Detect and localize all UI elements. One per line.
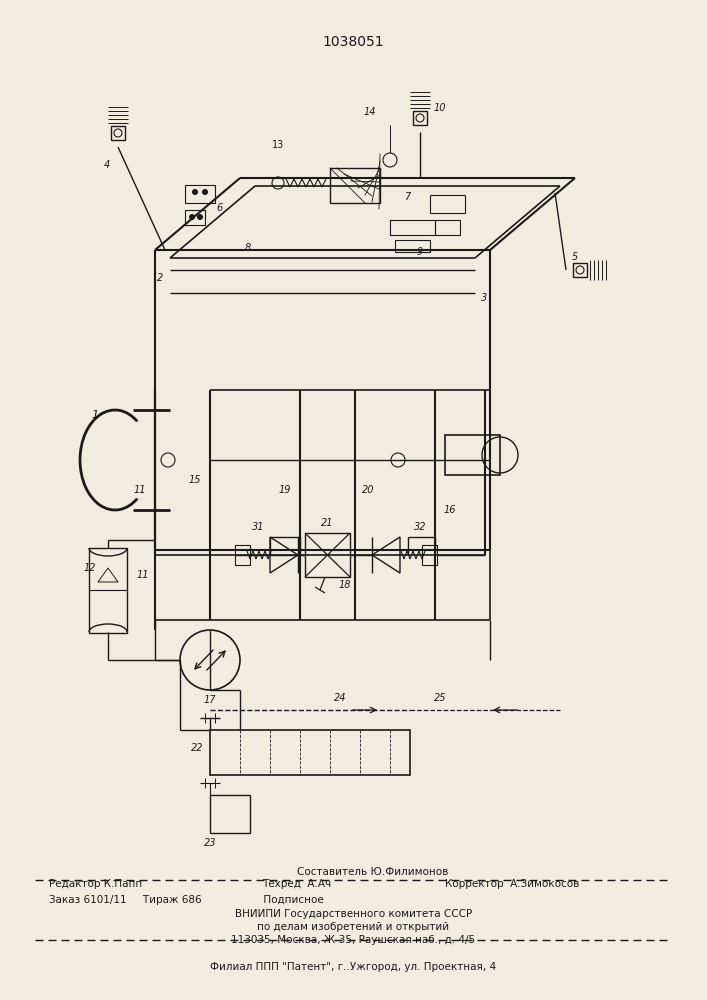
Bar — [235, 545, 250, 565]
Text: 5: 5 — [572, 252, 578, 262]
Bar — [430, 195, 465, 213]
Bar — [185, 185, 215, 203]
Text: 6: 6 — [217, 203, 223, 213]
Bar — [573, 263, 587, 277]
Text: 24: 24 — [334, 693, 346, 703]
Text: 15: 15 — [189, 475, 201, 485]
Text: 25: 25 — [434, 693, 446, 703]
Bar — [395, 240, 430, 252]
Text: 17: 17 — [204, 695, 216, 705]
Text: 113035, Москва, Ж-35, Раушская наб., д. 4/5: 113035, Москва, Ж-35, Раушская наб., д. … — [231, 935, 476, 945]
Bar — [210, 730, 410, 775]
Text: 9: 9 — [417, 247, 423, 257]
Text: Заказ 6101/11     Тираж 686                   Подписное: Заказ 6101/11 Тираж 686 Подписное — [49, 895, 325, 905]
Text: 7: 7 — [404, 192, 410, 202]
Text: 1038051: 1038051 — [322, 35, 384, 49]
Text: 19: 19 — [279, 485, 291, 495]
Bar — [185, 210, 205, 225]
Text: 13: 13 — [272, 140, 284, 150]
Bar — [89, 548, 127, 633]
Circle shape — [202, 190, 207, 194]
Bar — [435, 220, 460, 235]
Text: 4: 4 — [104, 160, 110, 170]
Bar — [390, 220, 435, 235]
Text: 8: 8 — [245, 243, 251, 253]
Circle shape — [189, 215, 194, 220]
Circle shape — [192, 190, 197, 194]
Text: 18: 18 — [339, 580, 351, 590]
Text: 32: 32 — [414, 522, 426, 532]
Text: Филиал ППП "Патент", г..Ужгород, ул. Проектная, 4: Филиал ППП "Патент", г..Ужгород, ул. Про… — [211, 962, 496, 972]
Text: 14: 14 — [363, 107, 376, 117]
Text: 21: 21 — [321, 518, 333, 528]
Bar — [422, 545, 437, 565]
Circle shape — [197, 215, 202, 220]
Bar — [111, 126, 125, 140]
Bar — [210, 795, 250, 833]
Text: 20: 20 — [362, 485, 374, 495]
Text: 11: 11 — [134, 485, 146, 495]
Text: Техред  А.Ач: Техред А.Ач — [262, 879, 331, 889]
Bar — [305, 533, 350, 577]
Text: 3: 3 — [481, 293, 487, 303]
Text: 16: 16 — [444, 505, 456, 515]
Text: 31: 31 — [252, 522, 264, 532]
Text: Корректор  А.Зимокосов: Корректор А.Зимокосов — [445, 879, 580, 889]
Text: 12: 12 — [83, 563, 96, 573]
Text: 11: 11 — [136, 570, 149, 580]
Text: ВНИИПИ Государственного комитета СССР: ВНИИПИ Государственного комитета СССР — [235, 909, 472, 919]
Text: 22: 22 — [191, 743, 203, 753]
Text: 1: 1 — [91, 410, 98, 420]
Bar — [413, 111, 427, 125]
Text: 10: 10 — [434, 103, 446, 113]
Text: Редактор К.Папп: Редактор К.Папп — [49, 879, 143, 889]
Text: 23: 23 — [204, 838, 216, 848]
Text: Составитель Ю.Филимонов: Составитель Ю.Филимонов — [297, 867, 448, 877]
Text: 2: 2 — [157, 273, 163, 283]
Bar — [445, 435, 500, 475]
Text: по делам изобретений и открытий: по делам изобретений и открытий — [257, 922, 450, 932]
